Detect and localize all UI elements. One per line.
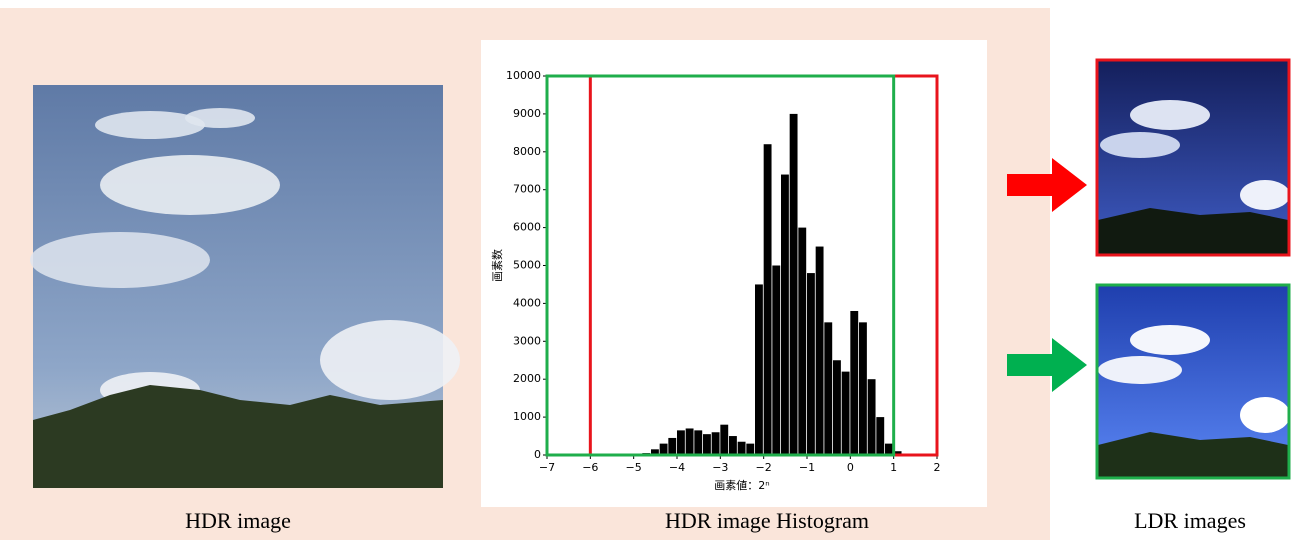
y-tick-label: 5000 [513,259,541,272]
arrow-green [1007,338,1087,392]
y-tick-label: 8000 [513,145,541,158]
x-axis-label: 画素値：2ⁿ [714,479,769,492]
y-tick-label: 4000 [513,296,541,309]
x-tick-label: 0 [847,461,854,474]
ldr-photo-green [1095,283,1291,480]
bar [893,451,902,455]
bar [668,437,677,455]
x-tick-label: −4 [669,461,685,474]
y-tick-label: 7000 [513,183,541,196]
x-tick-label: −2 [756,461,772,474]
bar [659,443,668,455]
bar [737,441,746,455]
bar [711,432,720,455]
y-tick-label: 2000 [513,372,541,385]
arrow-red [1007,158,1087,212]
x-tick-label: −5 [626,461,642,474]
range-box [545,74,896,457]
y-tick-label: 1000 [513,410,541,423]
bar [694,430,703,455]
caption: HDR image Histogram [665,508,869,533]
x-tick-label: −1 [799,461,815,474]
x-tick-label: 1 [890,461,897,474]
bar [755,284,763,455]
histogram-plot: −7 −6 −5 −4 −3 −2 −1 0 1 2 0 1000 2000 3000 4000 5000 60… [491,69,941,492]
bar [772,265,781,455]
y-tick-label: 10000 [506,69,541,82]
y-tick-label: 3000 [513,334,541,347]
x-tick-label: −6 [582,461,598,474]
x-tick-label: −3 [712,461,728,474]
bar [746,443,755,455]
bar [720,424,729,455]
bar [824,322,833,455]
bar [677,430,685,455]
bar [841,371,850,455]
ldr-photo-red [1095,58,1291,257]
caption: LDR images [1134,508,1246,533]
hdr-photo [30,85,460,488]
bar [815,246,824,455]
histogram-panel [481,40,987,507]
y-tick-label: 6000 [513,221,541,234]
x-tick-label: 2 [934,461,941,474]
y-tick-label: 9000 [513,107,541,120]
x-tick-label: −7 [539,461,555,474]
bar [876,417,885,455]
bar [859,322,867,455]
bar [833,360,841,455]
y-tick-label: 0 [534,448,541,461]
bar [703,434,711,455]
bar [807,273,815,455]
bar [885,443,893,455]
y-axis-label: 画素数 [491,249,504,282]
bar [651,449,659,455]
bar [763,144,772,455]
bar [729,436,737,455]
bar [867,379,876,455]
caption: HDR image [185,508,291,533]
bar [798,227,807,455]
bar [685,428,694,455]
bar [789,113,798,456]
bar [850,310,859,455]
bar [781,174,789,456]
